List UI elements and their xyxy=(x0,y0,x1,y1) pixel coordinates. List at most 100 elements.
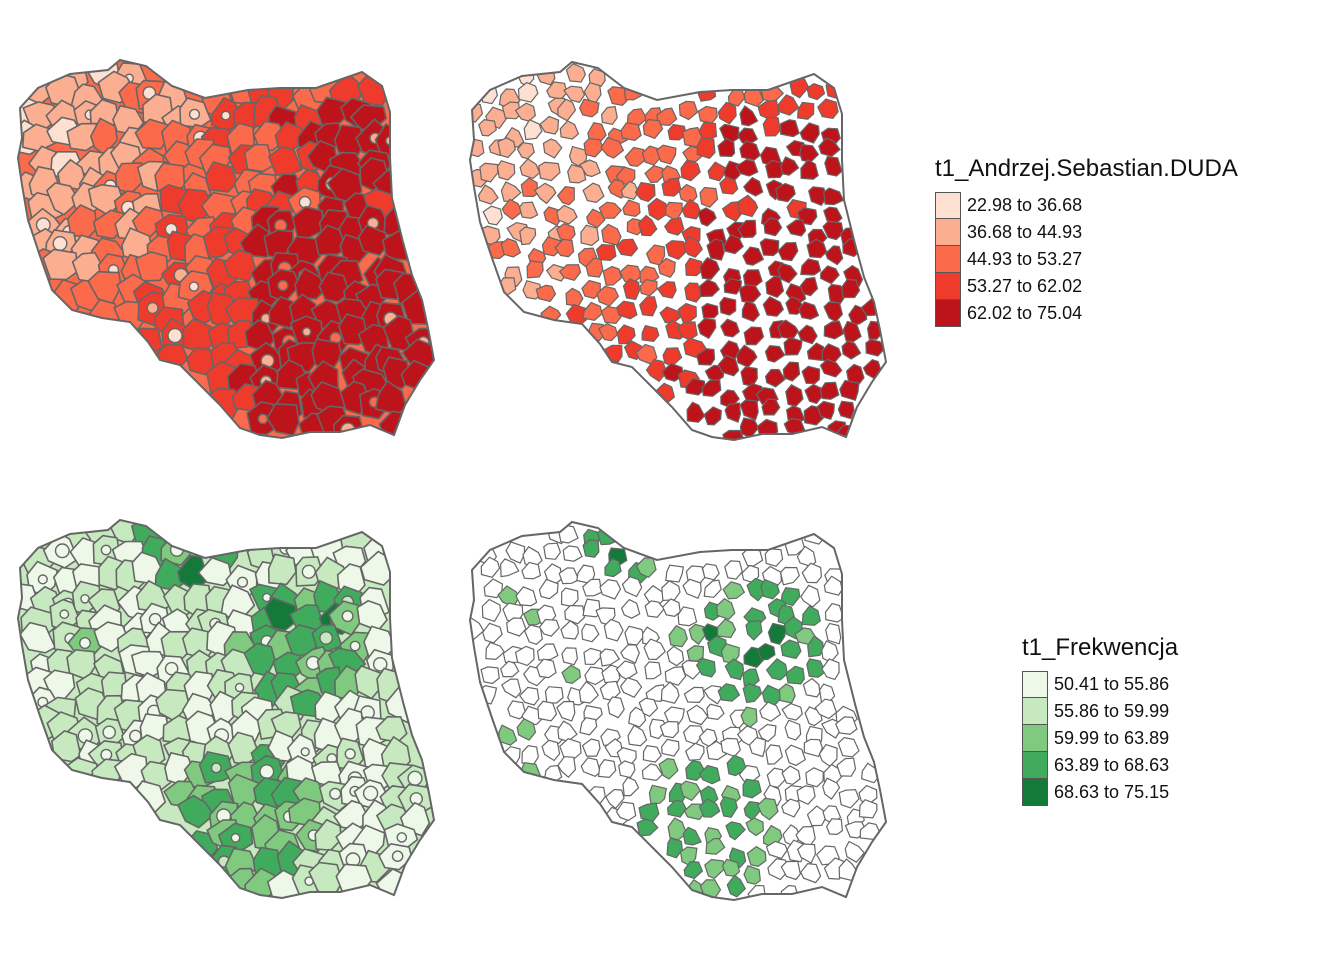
county-region xyxy=(314,224,348,256)
city-region xyxy=(341,610,354,623)
legend-label: 53.27 to 62.02 xyxy=(967,276,1083,296)
commune-region xyxy=(600,105,618,125)
commune-region xyxy=(824,602,845,623)
commune-region xyxy=(514,645,535,667)
commune-region xyxy=(717,354,740,377)
commune-region xyxy=(717,137,736,158)
legend-label: 59.99 to 63.89 xyxy=(1054,728,1170,748)
map-duda-counties xyxy=(16,58,436,440)
commune-region xyxy=(699,279,720,298)
commune-region xyxy=(559,120,580,140)
commune-region xyxy=(701,378,722,397)
commune-region xyxy=(784,744,807,767)
commune-region xyxy=(647,197,669,221)
commune-region xyxy=(806,342,827,362)
commune-region xyxy=(666,645,685,667)
commune-region xyxy=(582,182,605,203)
commune-region xyxy=(705,837,726,855)
commune-region xyxy=(786,219,807,237)
county-region xyxy=(156,343,189,376)
commune-region xyxy=(785,665,805,685)
commune-region xyxy=(759,701,782,722)
commune-region xyxy=(538,578,559,600)
commune-region xyxy=(519,226,537,246)
commune-region xyxy=(682,126,704,148)
commune-region xyxy=(499,558,520,578)
commune-region xyxy=(581,578,603,597)
commune-region xyxy=(806,658,827,678)
commune-region xyxy=(638,697,659,718)
commune-region xyxy=(739,399,759,421)
commune-region xyxy=(701,302,719,319)
commune-region xyxy=(819,358,843,378)
legend-turnout-class-2: 55.86 to 59.99 xyxy=(1022,698,1178,725)
commune-region xyxy=(697,105,718,124)
commune-region xyxy=(735,158,759,177)
county-region xyxy=(243,143,274,173)
commune-region xyxy=(521,561,542,580)
commune-region xyxy=(622,199,641,217)
commune-region xyxy=(821,658,840,681)
commune-region xyxy=(742,778,762,799)
commune-region xyxy=(538,618,560,637)
commune-region xyxy=(578,680,600,704)
commune-region xyxy=(742,682,763,704)
commune-region xyxy=(507,700,527,720)
commune-region xyxy=(665,240,688,261)
commune-region xyxy=(798,301,820,320)
commune-region xyxy=(658,757,679,780)
commune-region xyxy=(539,115,560,135)
city-region xyxy=(319,631,333,645)
city-region xyxy=(372,656,388,672)
city-region xyxy=(301,564,316,579)
commune-region xyxy=(648,784,667,805)
commune-region xyxy=(838,788,860,809)
commune-region xyxy=(858,798,878,819)
city-region xyxy=(277,279,289,292)
commune-region xyxy=(817,98,839,119)
commune-region xyxy=(584,666,607,686)
commune-region xyxy=(660,681,680,704)
commune-region xyxy=(481,598,502,623)
commune-region xyxy=(661,362,684,382)
commune-region xyxy=(777,241,799,262)
commune-region xyxy=(799,122,820,144)
commune-region xyxy=(707,161,726,182)
commune-region xyxy=(645,358,668,383)
commune-region xyxy=(620,644,640,664)
commune-region xyxy=(825,818,844,836)
commune-region xyxy=(684,282,703,303)
city-region xyxy=(52,235,68,251)
city-region xyxy=(329,787,342,800)
commune-region xyxy=(639,296,658,317)
commune-region xyxy=(637,214,658,237)
commune-region xyxy=(760,578,780,600)
commune-region xyxy=(639,279,658,297)
commune-region xyxy=(560,620,580,640)
commune-region xyxy=(722,581,746,600)
map-duda-communes xyxy=(468,60,888,442)
commune-region xyxy=(500,660,520,678)
commune-region xyxy=(737,219,757,239)
commune-region xyxy=(655,144,677,165)
commune-region xyxy=(756,643,776,661)
commune-region xyxy=(823,575,843,596)
commune-region xyxy=(765,658,789,681)
commune-region xyxy=(515,586,538,607)
commune-region xyxy=(680,159,701,182)
commune-region xyxy=(722,429,745,440)
commune-region xyxy=(541,739,561,762)
commune-region xyxy=(841,278,861,299)
commune-region xyxy=(796,843,817,864)
commune-region xyxy=(739,140,761,161)
commune-region xyxy=(678,100,699,121)
commune-region xyxy=(865,338,886,357)
legend-label: 68.63 to 75.15 xyxy=(1054,782,1170,802)
legend-label: 44.93 to 53.27 xyxy=(967,249,1083,269)
commune-region xyxy=(496,160,516,181)
commune-region xyxy=(597,759,617,779)
city-region xyxy=(102,725,116,740)
commune-region xyxy=(743,326,765,346)
city-region xyxy=(80,594,90,604)
